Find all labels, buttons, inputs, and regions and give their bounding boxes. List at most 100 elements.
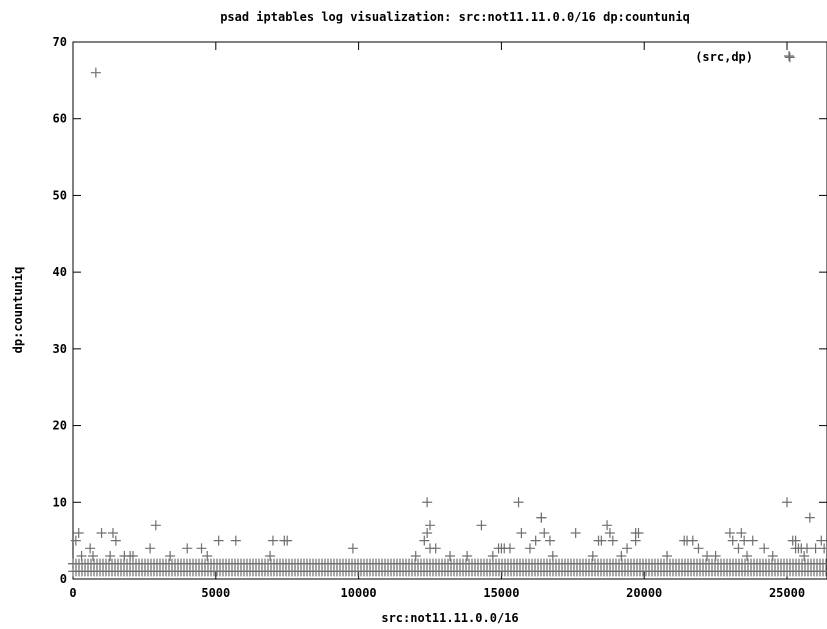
data-point (87, 550, 98, 561)
data-point (819, 543, 827, 554)
data-point (476, 520, 487, 531)
data-point (107, 527, 118, 538)
data-point (799, 550, 810, 561)
data-point (282, 535, 293, 546)
y-tick-label: 50 (53, 188, 67, 202)
x-tick-label: 25000 (769, 586, 805, 600)
data-point (727, 535, 738, 546)
y-tick-label: 40 (53, 265, 67, 279)
data-point (265, 550, 276, 561)
data-point (165, 550, 176, 561)
data-point (616, 550, 627, 561)
data-point (90, 67, 101, 78)
data-point (530, 535, 541, 546)
x-axis: 0 5000 10000 15000 20000 25000 (69, 42, 805, 600)
data-point (539, 527, 550, 538)
data-point (513, 497, 524, 508)
data-point (445, 550, 455, 561)
data-point (267, 535, 278, 546)
data-point (596, 535, 607, 546)
data-point (68, 558, 78, 569)
data-point (662, 550, 673, 561)
data-point (73, 527, 84, 538)
data-point (487, 550, 498, 561)
data-point (630, 535, 641, 546)
data-point (96, 527, 107, 538)
y-tick-label: 70 (53, 35, 67, 49)
data-point (347, 543, 358, 554)
data-point (570, 527, 581, 538)
data-point (810, 543, 821, 554)
data-point (687, 535, 698, 546)
data-point (816, 535, 827, 546)
data-point (462, 550, 473, 561)
x-tick-label: 0 (69, 586, 76, 600)
data-points (68, 52, 827, 577)
data-point (202, 550, 213, 561)
data-point (544, 535, 555, 546)
chart-title: psad iptables log visualization: src:not… (220, 10, 690, 24)
data-point (602, 520, 613, 531)
y-tick-label: 30 (53, 342, 67, 356)
x-axis-label: src:not11.11.0.0/16 (381, 611, 518, 625)
data-point (702, 550, 713, 561)
data-point (504, 543, 515, 554)
x-tick-label: 10000 (341, 586, 377, 600)
data-point (230, 535, 241, 546)
baseline-point (821, 558, 827, 569)
data-point (516, 527, 527, 538)
data-point (747, 535, 758, 546)
y-axis: 0 10 20 30 40 50 60 70 (53, 35, 827, 586)
legend: (src,dp) (695, 50, 794, 64)
data-point (425, 520, 436, 531)
data-point (724, 527, 735, 538)
data-point (524, 543, 535, 554)
legend-label: (src,dp) (695, 50, 753, 64)
data-point (633, 527, 644, 538)
data-point (547, 550, 558, 561)
data-point (70, 535, 81, 546)
data-point (736, 527, 747, 538)
data-point (76, 550, 87, 561)
data-point (622, 543, 633, 554)
data-point (85, 543, 96, 554)
data-point (419, 535, 430, 546)
data-point (784, 52, 795, 63)
data-point (604, 527, 615, 538)
data-point (213, 535, 224, 546)
data-point (742, 550, 753, 561)
data-point (422, 497, 433, 508)
data-point (430, 543, 441, 554)
data-point (410, 550, 421, 561)
y-axis-label: dp:countuniq (11, 267, 25, 354)
data-point (182, 543, 193, 554)
y-tick-label: 0 (60, 572, 67, 586)
x-tick-label: 5000 (201, 586, 230, 600)
data-point (196, 543, 207, 554)
data-point (607, 535, 618, 546)
x-tick-label: 15000 (483, 586, 519, 600)
y-tick-label: 60 (53, 112, 67, 126)
data-point (105, 550, 116, 561)
data-point (790, 535, 801, 546)
data-point (110, 535, 121, 546)
y-tick-label: 10 (53, 495, 67, 509)
legend-marker (784, 51, 794, 61)
data-point (739, 535, 750, 546)
data-point (145, 543, 156, 554)
data-point (767, 550, 778, 561)
data-point (733, 543, 744, 554)
data-point (422, 527, 433, 538)
data-point (693, 543, 704, 554)
data-point (710, 550, 721, 561)
data-point (587, 550, 598, 561)
data-point (804, 512, 815, 523)
data-point (150, 520, 161, 531)
data-point (536, 512, 547, 523)
data-point (782, 497, 793, 508)
plot-frame (72, 41, 827, 580)
x-tick-label: 20000 (626, 586, 662, 600)
data-point (759, 543, 770, 554)
data-point (127, 550, 138, 561)
